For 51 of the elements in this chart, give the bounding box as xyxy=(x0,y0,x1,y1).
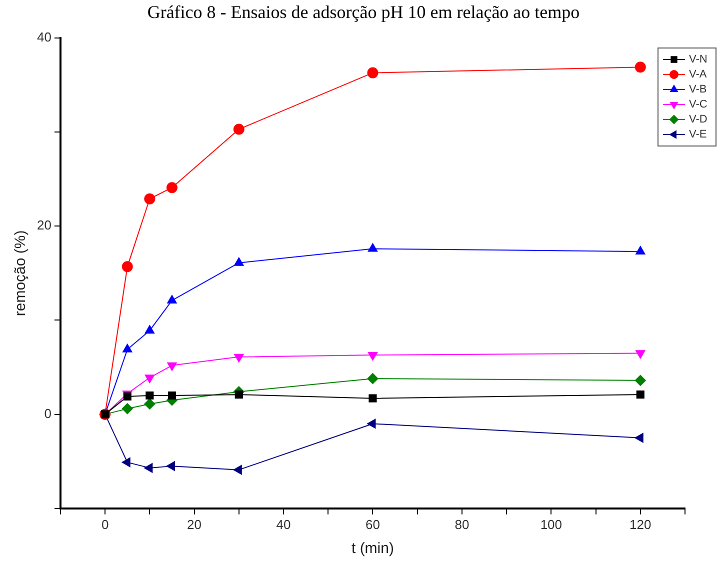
point xyxy=(636,390,644,399)
legend-label: V-A xyxy=(689,68,708,81)
legend-label: V-C xyxy=(689,98,708,111)
point xyxy=(234,390,243,399)
legend-label: V-D xyxy=(689,114,708,126)
point xyxy=(367,67,378,78)
x-tick-label: 80 xyxy=(454,516,470,532)
point xyxy=(233,464,242,475)
point xyxy=(368,243,378,252)
point xyxy=(144,193,156,204)
x-axis-title: t (min) xyxy=(351,540,394,558)
point xyxy=(122,261,133,272)
point xyxy=(234,257,244,266)
y-tick-label: 40 xyxy=(36,30,52,45)
point xyxy=(367,373,378,384)
x-tick-label: 20 xyxy=(187,516,202,532)
point xyxy=(636,246,646,255)
point xyxy=(636,350,646,359)
chart-title: Gráfico 8 - Ensaios de adsorção pH 10 em relação ao tempo xyxy=(146,2,581,23)
x-tick-label: 120 xyxy=(630,516,652,532)
point xyxy=(634,374,646,386)
legend-label: V-B xyxy=(689,84,707,96)
point xyxy=(122,403,133,414)
x-tick-label: 100 xyxy=(540,516,562,532)
point xyxy=(167,294,177,304)
point xyxy=(634,433,644,443)
x-tick-label: 60 xyxy=(365,516,380,532)
legend-label: V-E xyxy=(689,128,707,141)
legend-label: V-N xyxy=(689,54,708,66)
point xyxy=(233,124,244,135)
point xyxy=(367,418,376,429)
point xyxy=(634,62,646,73)
point xyxy=(167,362,177,371)
x-tick-label: 0 xyxy=(101,516,109,532)
y-axis-title: remoção (%) xyxy=(12,230,30,316)
point xyxy=(144,374,155,384)
y-tick-label: 20 xyxy=(36,218,52,233)
point xyxy=(122,344,132,352)
point xyxy=(144,325,155,334)
point xyxy=(168,391,176,400)
x-tick-label: 40 xyxy=(276,516,291,532)
point xyxy=(146,391,154,400)
point xyxy=(368,352,378,361)
point xyxy=(166,461,175,471)
point xyxy=(144,463,153,473)
point xyxy=(122,457,130,468)
point xyxy=(368,394,377,402)
point xyxy=(144,398,156,410)
point xyxy=(234,354,244,362)
y-tick-label: 0 xyxy=(44,406,52,421)
point xyxy=(166,182,178,194)
